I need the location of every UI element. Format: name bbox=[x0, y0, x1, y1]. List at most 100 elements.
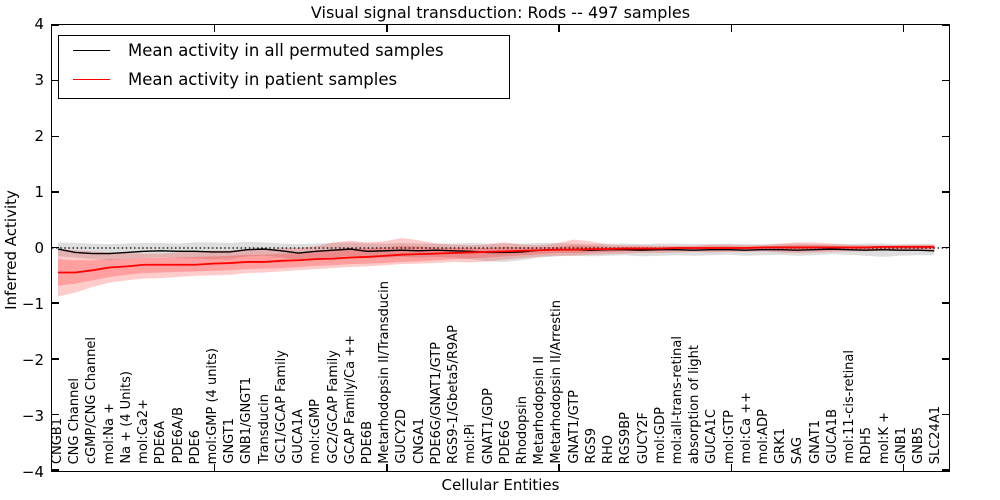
y-tick-mark bbox=[52, 246, 59, 249]
x-tick-mark bbox=[730, 25, 733, 32]
y-tick-mark bbox=[52, 79, 59, 82]
x-tick-label: GUCA1A bbox=[291, 409, 307, 464]
x-tick-mark bbox=[558, 464, 560, 471]
y-tick-mark bbox=[942, 302, 949, 304]
y-tick-label: −4 bbox=[21, 463, 44, 481]
y-tick-mark bbox=[52, 469, 59, 471]
x-tick-label: mol:11-cis-retinal bbox=[842, 350, 858, 464]
series-line-1 bbox=[58, 247, 934, 273]
x-tick-mark bbox=[902, 464, 905, 471]
y-tick-mark bbox=[52, 358, 59, 360]
x-tick-label: mol:Pi bbox=[463, 424, 479, 464]
x-tick-label: mol:ADP bbox=[756, 408, 772, 464]
x-tick-mark bbox=[386, 25, 388, 32]
legend-box: Mean activity in all permuted samples Mea… bbox=[58, 35, 510, 99]
x-tick-label: cGMP/CNG Channel bbox=[84, 336, 100, 464]
legend-label: Mean activity in patient samples bbox=[128, 70, 398, 89]
x-tick-label: GNB1/GNGT1 bbox=[239, 377, 255, 464]
legend-label: Mean activity in all permuted samples bbox=[128, 41, 444, 60]
x-tick-label: GUCA1C bbox=[704, 409, 720, 464]
y-tick-label: 4 bbox=[34, 15, 44, 33]
x-tick-label: mol:Ca ++ bbox=[738, 392, 754, 464]
x-tick-label: GC1/GCAP Family bbox=[273, 350, 289, 464]
y-tick-mark bbox=[52, 24, 59, 26]
x-tick-label: mol:Ca2+ bbox=[136, 399, 152, 464]
y-tick-mark bbox=[52, 302, 59, 304]
x-tick-label: GNAT1/GDP bbox=[480, 387, 496, 464]
x-tick-label: mol:GDP bbox=[652, 407, 668, 464]
x-tick-mark bbox=[213, 464, 216, 471]
x-tick-label: Rhodopsin bbox=[514, 395, 530, 464]
x-tick-label: CNG Channel bbox=[67, 377, 83, 464]
y-tick-mark bbox=[942, 469, 949, 471]
x-tick-label: CNGB1 bbox=[50, 417, 66, 464]
x-tick-label: RGS9-1/Gbeta5/R9AP bbox=[446, 324, 462, 464]
y-tick-label: 3 bbox=[34, 71, 44, 89]
x-tick-mark bbox=[558, 25, 560, 32]
y-tick-mark bbox=[942, 358, 949, 360]
x-tick-label: mol:GMP (4 units) bbox=[205, 347, 220, 464]
x-tick-label: GUCA1B bbox=[824, 409, 840, 464]
y-tick-mark bbox=[942, 191, 949, 193]
legend-line-swatch bbox=[73, 50, 110, 51]
x-tick-label: Metarhodopsin II/Arrestin bbox=[549, 300, 565, 464]
legend-entry: Mean activity in all permuted samples bbox=[59, 36, 509, 65]
x-tick-label: GNAT1/GTP bbox=[566, 390, 582, 464]
y-tick-mark bbox=[942, 246, 949, 249]
y-tick-label: −3 bbox=[21, 407, 44, 425]
x-tick-label: PDE6A/B bbox=[170, 407, 186, 464]
x-tick-label: PDE6A bbox=[153, 420, 169, 464]
patient-samples-range-inner-band bbox=[58, 245, 935, 286]
x-tick-label: PDE6 bbox=[187, 429, 203, 464]
y-tick-label: −1 bbox=[21, 295, 44, 313]
legend-line-swatch bbox=[73, 79, 110, 80]
y-tick-label: −2 bbox=[21, 351, 44, 369]
y-tick-label: 1 bbox=[34, 183, 44, 201]
plot-area: CNGB1 CNG Channel cGMP/CNG Channel mol:Na +… bbox=[50, 24, 950, 472]
chart-canvas bbox=[52, 237, 949, 297]
x-tick-label: Metarhodopsin II/Transducin bbox=[377, 281, 393, 464]
x-tick-label: mol:cGMP bbox=[308, 399, 324, 464]
y-tick-mark bbox=[52, 191, 59, 193]
x-tick-label: Transducin bbox=[256, 394, 272, 464]
x-tick-label: GUCY2D bbox=[394, 409, 410, 464]
x-tick-label: PDE6G/GNAT1/GTP bbox=[428, 341, 444, 464]
y-tick-mark bbox=[942, 413, 949, 416]
x-tick-label: Na + (4 Units) bbox=[118, 371, 134, 464]
x-tick-label: RDH5 bbox=[859, 426, 875, 464]
x-tick-label: mol:all-trans-retinal bbox=[669, 335, 685, 464]
y-tick-label: 0 bbox=[34, 239, 44, 257]
x-tick-mark bbox=[213, 25, 216, 32]
legend-entry: Mean activity in patient samples bbox=[59, 65, 509, 94]
x-tick-label: GUCY2F bbox=[635, 411, 651, 464]
x-tick-label: SAG bbox=[790, 436, 806, 464]
x-tick-label: PDE6B bbox=[359, 420, 375, 464]
x-tick-label: RGS9BP bbox=[618, 411, 634, 464]
x-tick-label: Metarhodopsin II bbox=[532, 355, 548, 464]
x-tick-label: GNGT1 bbox=[222, 418, 238, 464]
x-tick-label: RHO bbox=[601, 434, 617, 464]
chart-title: Visual signal transduction: Rods -- 497 … bbox=[310, 3, 691, 22]
x-tick-label: GNB1 bbox=[893, 427, 909, 464]
x-tick-label: PDE6G bbox=[497, 419, 513, 464]
y-tick-mark bbox=[942, 24, 949, 26]
x-tick-label: mol:GTP bbox=[721, 410, 737, 464]
x-tick-label: CNGA1 bbox=[411, 417, 427, 464]
x-tick-mark bbox=[386, 464, 388, 471]
y-tick-mark bbox=[52, 413, 59, 416]
y-tick-mark bbox=[942, 135, 949, 137]
x-tick-label: GCAP Family/Ca ++ bbox=[342, 334, 358, 464]
x-tick-label: mol:K + bbox=[876, 411, 892, 464]
x-tick-label: GNAT1 bbox=[807, 420, 823, 464]
y-tick-mark bbox=[942, 79, 949, 82]
x-axis-label: Cellular Entities bbox=[441, 476, 560, 494]
x-tick-label: GC2/GCAP Family bbox=[325, 350, 341, 464]
x-tick-label: absorption of light bbox=[687, 344, 703, 464]
patient-samples-range-outer-band bbox=[58, 237, 935, 297]
x-tick-label: GNB5 bbox=[911, 427, 927, 464]
y-tick-label: 2 bbox=[34, 127, 44, 145]
y-tick-mark bbox=[52, 135, 59, 137]
x-tick-label: RGS9 bbox=[583, 428, 599, 464]
x-tick-label: GRK1 bbox=[773, 428, 789, 464]
